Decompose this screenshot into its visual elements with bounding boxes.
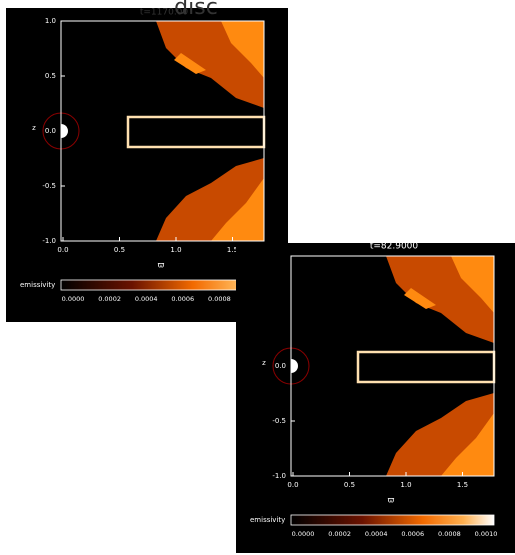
x-tick-label: 0.5 — [114, 246, 125, 254]
x-tick-label: 0.0 — [57, 246, 68, 254]
x-tick-label: 0.5 — [344, 481, 355, 489]
colorbar-tick-label: 0.0000 — [62, 295, 85, 303]
x-tick-label: 1.0 — [400, 481, 411, 489]
colorbar-tick-label: 0.0004 — [135, 295, 158, 303]
colorbar-tick-label: 0.0000 — [292, 530, 315, 538]
y-tick-label: 0.5 — [45, 72, 56, 80]
colorbar-tick-label: 0.0008 — [438, 530, 461, 538]
y-tick-label: -1.0 — [272, 472, 286, 480]
jet — [356, 350, 496, 384]
y-axis-label: z — [262, 359, 266, 367]
x-tick-label: 1.0 — [170, 246, 181, 254]
colorbar-tick-label: 0.0002 — [98, 295, 121, 303]
y-tick-label: 1.0 — [45, 17, 56, 25]
y-tick-label: 0.0 — [45, 127, 56, 135]
colorbar-label: emissivity — [250, 516, 285, 524]
y-tick-label: 0.0 — [275, 362, 286, 370]
panel-title: t=1170.00 — [140, 8, 189, 18]
x-axis-label: ϖ — [158, 261, 165, 270]
emission-upper-bright — [174, 21, 264, 78]
x-axis-label: ϖ — [388, 496, 395, 505]
colorbar-tick-label: 0.0004 — [365, 530, 388, 538]
x-tick-label: 1.5 — [457, 481, 468, 489]
jet — [126, 115, 266, 149]
y-tick-label: -0.5 — [272, 417, 286, 425]
x-tick-label: 1.5 — [227, 246, 238, 254]
panel-title: t=82.9000 — [370, 242, 419, 252]
panel-header: disc — [174, 0, 218, 20]
colorbar — [60, 279, 265, 291]
colorbar — [290, 514, 495, 526]
emission-upper-bright — [404, 256, 494, 313]
colorbar-tick-label: 0.0002 — [328, 530, 351, 538]
colorbar-tick-label: 0.0006 — [171, 295, 194, 303]
colorbar-tick-label: 0.0006 — [401, 530, 424, 538]
colorbar-tick-label: 0.0008 — [208, 295, 231, 303]
y-tick-label: -0.5 — [42, 182, 56, 190]
x-tick-label: 0.0 — [287, 481, 298, 489]
y-axis-label: z — [32, 124, 36, 132]
emission-lower-bright — [441, 413, 494, 476]
y-tick-label: -1.0 — [42, 237, 56, 245]
colorbar-label: emissivity — [20, 281, 55, 289]
colorbar-tick-label: 0.0010 — [475, 530, 498, 538]
emission-lower-bright — [211, 178, 264, 241]
